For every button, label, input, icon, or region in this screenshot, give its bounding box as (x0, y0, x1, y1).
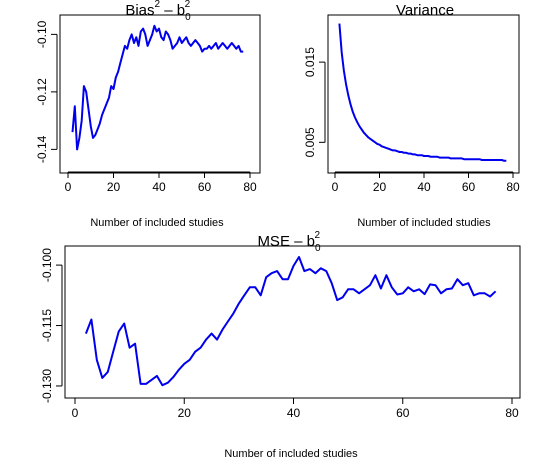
bias-y-tick-label: -0.10 (35, 20, 49, 48)
variance-x-tick-label: 80 (506, 180, 520, 194)
variance-y-axis: 0.005 0.015 (303, 47, 325, 158)
bias-x-tick-label: 60 (198, 180, 212, 194)
bias-x-tick-label: 0 (65, 180, 72, 194)
bias-x-axis: 0 20 40 60 80 (65, 172, 257, 194)
mse-xlabel: Number of included studies (224, 448, 358, 460)
variance-x-tick-label: 20 (373, 180, 387, 194)
variance-y-tick-label: 0.015 (303, 47, 317, 77)
mse-x-axis: 0 20 40 60 80 (72, 398, 519, 420)
variance-series (339, 24, 506, 161)
mse-x-tick-label: 40 (287, 406, 301, 420)
mse-y-tick-label: -0.100 (40, 248, 54, 282)
mse-series-line (86, 257, 496, 385)
mse-y-tick-label: -0.115 (40, 309, 54, 342)
variance-x-tick-label: 40 (417, 180, 431, 194)
variance-panel: Variance Number of included studies 0 20 4… (303, 2, 520, 229)
bias-y-tick-label: -0.12 (35, 78, 49, 106)
mse-x-tick-label: 80 (505, 406, 519, 420)
mse-x-tick-label: 0 (72, 406, 79, 420)
mse-y-tick-label: -0.130 (40, 369, 54, 403)
variance-plot-frame (328, 15, 519, 173)
bias-y-tick-label: -0.14 (35, 135, 49, 163)
bias-xlabel: Number of included studies (90, 217, 224, 229)
variance-x-tick-label: 60 (462, 180, 476, 194)
bias-panel: Bias2 – b02 Number of included studies 0… (35, 0, 260, 229)
bias-title: Bias2 – b02 (125, 0, 191, 23)
variance-x-axis: 0 20 40 60 80 (332, 172, 520, 194)
mse-x-tick-label: 20 (178, 406, 192, 420)
mse-x-tick-label: 60 (396, 406, 410, 420)
bias-series-line (73, 26, 244, 150)
bias-series (73, 26, 244, 150)
mse-panel: MSE – b02 Number of included studies 0 20… (40, 230, 520, 460)
variance-title: Variance (396, 2, 454, 19)
bias-x-tick-label: 80 (243, 180, 257, 194)
variance-x-tick-label: 0 (332, 180, 339, 194)
variance-series-line (339, 24, 506, 161)
bias-plot-frame (60, 15, 260, 173)
variance-xlabel: Number of included studies (357, 217, 491, 229)
mse-y-axis: -0.130 -0.115 -0.100 (40, 248, 62, 403)
mse-title: MSE – b02 (257, 230, 321, 254)
bias-y-axis: -0.14 -0.12 -0.10 (35, 20, 57, 163)
mse-series (86, 257, 496, 385)
variance-y-tick-label: 0.005 (303, 127, 317, 157)
bias-x-tick-label: 20 (107, 180, 121, 194)
bias-x-tick-label: 40 (152, 180, 166, 194)
